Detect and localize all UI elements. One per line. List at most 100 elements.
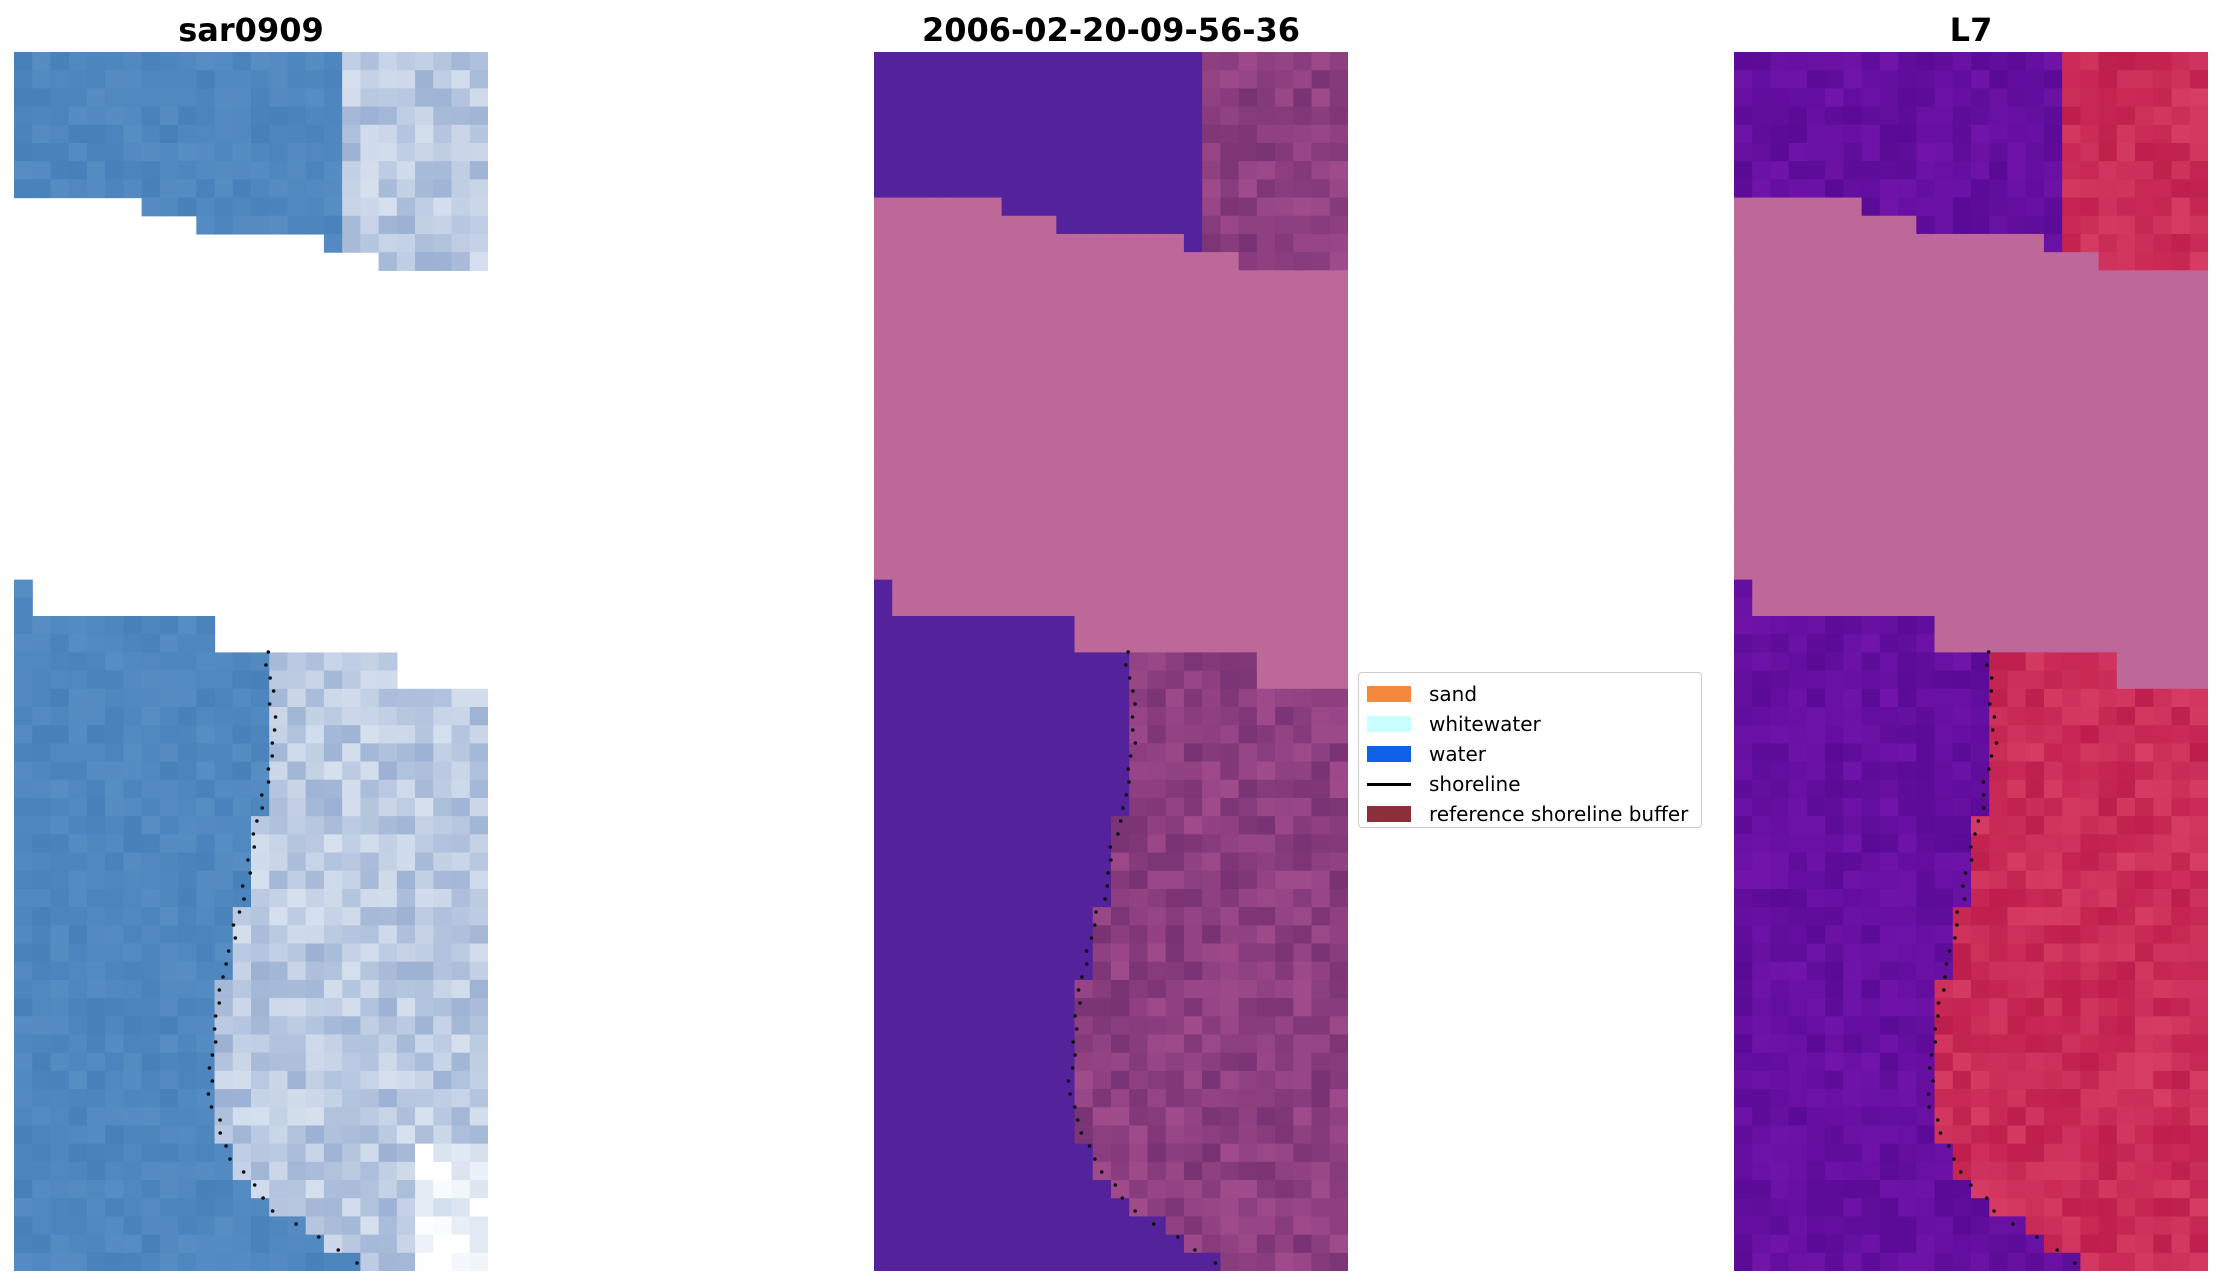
image-pixel bbox=[946, 543, 966, 563]
image-pixel bbox=[178, 106, 197, 126]
image-pixel bbox=[451, 1107, 471, 1127]
image-pixel bbox=[2135, 379, 2154, 399]
image-pixel bbox=[196, 1070, 216, 1090]
image-pixel bbox=[1971, 270, 1990, 290]
image-pixel bbox=[874, 1252, 893, 1271]
image-pixel bbox=[32, 706, 52, 726]
image-pixel bbox=[928, 943, 948, 963]
image-pixel bbox=[433, 852, 453, 872]
image-pixel bbox=[1147, 743, 1167, 763]
image-pixel bbox=[378, 1234, 398, 1254]
image-pixel bbox=[1092, 215, 1112, 235]
image-pixel bbox=[86, 1070, 106, 1090]
image-pixel bbox=[1934, 1016, 1954, 1036]
image-pixel bbox=[287, 652, 307, 672]
image-pixel bbox=[928, 197, 948, 217]
image-pixel bbox=[1806, 616, 1826, 635]
image-pixel bbox=[1183, 361, 1203, 381]
image-pixel bbox=[14, 106, 33, 126]
image-pixel bbox=[1220, 1125, 1240, 1145]
image-pixel bbox=[1129, 1216, 1149, 1236]
image-pixel bbox=[2098, 1143, 2118, 1163]
image-pixel bbox=[1952, 743, 1972, 763]
image-pixel bbox=[1275, 616, 1294, 635]
image-pixel bbox=[965, 943, 984, 963]
image-pixel bbox=[1111, 870, 1130, 890]
image-pixel bbox=[196, 88, 216, 108]
image-pixel bbox=[1843, 324, 1863, 344]
image-pixel bbox=[415, 1034, 434, 1054]
image-pixel bbox=[1293, 1180, 1313, 1199]
image-pixel bbox=[1293, 688, 1313, 708]
image-pixel bbox=[1788, 1107, 1808, 1127]
image-pixel bbox=[874, 1234, 893, 1254]
image-pixel bbox=[1971, 1234, 1990, 1254]
image-pixel bbox=[323, 743, 343, 763]
image-pixel bbox=[1111, 543, 1130, 563]
image-pixel bbox=[1752, 1125, 1772, 1145]
image-pixel bbox=[1952, 306, 1972, 326]
image-pixel bbox=[1971, 415, 1990, 435]
image-pixel bbox=[1001, 270, 1021, 290]
image-pixel bbox=[1183, 324, 1203, 344]
image-pixel bbox=[2025, 543, 2045, 563]
image-pixel bbox=[1843, 252, 1863, 271]
image-pixel bbox=[2171, 888, 2191, 908]
image-pixel bbox=[1056, 688, 1076, 708]
image-pixel bbox=[1770, 106, 1790, 126]
image-pixel bbox=[910, 506, 930, 526]
image-pixel bbox=[1001, 834, 1021, 854]
image-pixel bbox=[1934, 1052, 1954, 1072]
image-pixel bbox=[910, 215, 930, 235]
image-pixel bbox=[946, 124, 966, 144]
image-pixel bbox=[1293, 888, 1313, 908]
image-pixel bbox=[1311, 1161, 1331, 1181]
image-pixel bbox=[1806, 706, 1826, 726]
image-pixel bbox=[1092, 852, 1112, 872]
image-pixel bbox=[1843, 998, 1863, 1017]
image-pixel bbox=[946, 470, 966, 490]
image-pixel bbox=[1092, 943, 1112, 963]
image-pixel bbox=[196, 215, 216, 235]
image-pixel bbox=[1843, 1198, 1863, 1218]
image-pixel bbox=[1770, 834, 1790, 854]
image-pixel bbox=[415, 888, 434, 908]
image-pixel bbox=[1165, 52, 1185, 71]
image-pixel bbox=[305, 834, 325, 854]
image-pixel bbox=[360, 106, 380, 126]
image-pixel bbox=[123, 1143, 143, 1163]
image-pixel bbox=[1843, 706, 1863, 726]
image-pixel bbox=[305, 70, 325, 89]
image-pixel bbox=[2135, 1161, 2154, 1181]
image-pixel bbox=[1898, 797, 1917, 817]
image-pixel bbox=[1074, 925, 1094, 945]
image-pixel bbox=[1843, 1070, 1863, 1090]
image-pixel bbox=[1806, 70, 1826, 89]
image-pixel bbox=[910, 743, 930, 763]
image-pixel bbox=[2025, 725, 2045, 744]
image-pixel bbox=[123, 688, 143, 708]
image-pixel bbox=[433, 1234, 453, 1254]
image-pixel bbox=[1092, 452, 1112, 472]
image-pixel bbox=[1788, 943, 1808, 963]
image-pixel bbox=[1092, 706, 1112, 726]
image-pixel bbox=[1019, 52, 1039, 71]
image-pixel bbox=[1879, 361, 1899, 381]
shoreline-point bbox=[1989, 754, 1994, 758]
image-pixel bbox=[928, 1089, 948, 1108]
image-pixel bbox=[50, 852, 70, 872]
image-pixel bbox=[928, 870, 948, 890]
image-pixel bbox=[1971, 670, 1990, 690]
image-pixel bbox=[469, 1216, 488, 1236]
image-pixel bbox=[1806, 506, 1826, 526]
image-pixel bbox=[1934, 324, 1954, 344]
image-pixel bbox=[1056, 215, 1076, 235]
image-pixel bbox=[1220, 925, 1240, 945]
image-pixel bbox=[2189, 161, 2208, 180]
image-pixel bbox=[1825, 525, 1844, 544]
image-pixel bbox=[415, 743, 434, 763]
image-pixel bbox=[1861, 1034, 1881, 1054]
image-pixel bbox=[1971, 652, 1990, 672]
image-pixel bbox=[287, 1070, 307, 1090]
image-pixel bbox=[1934, 670, 1954, 690]
